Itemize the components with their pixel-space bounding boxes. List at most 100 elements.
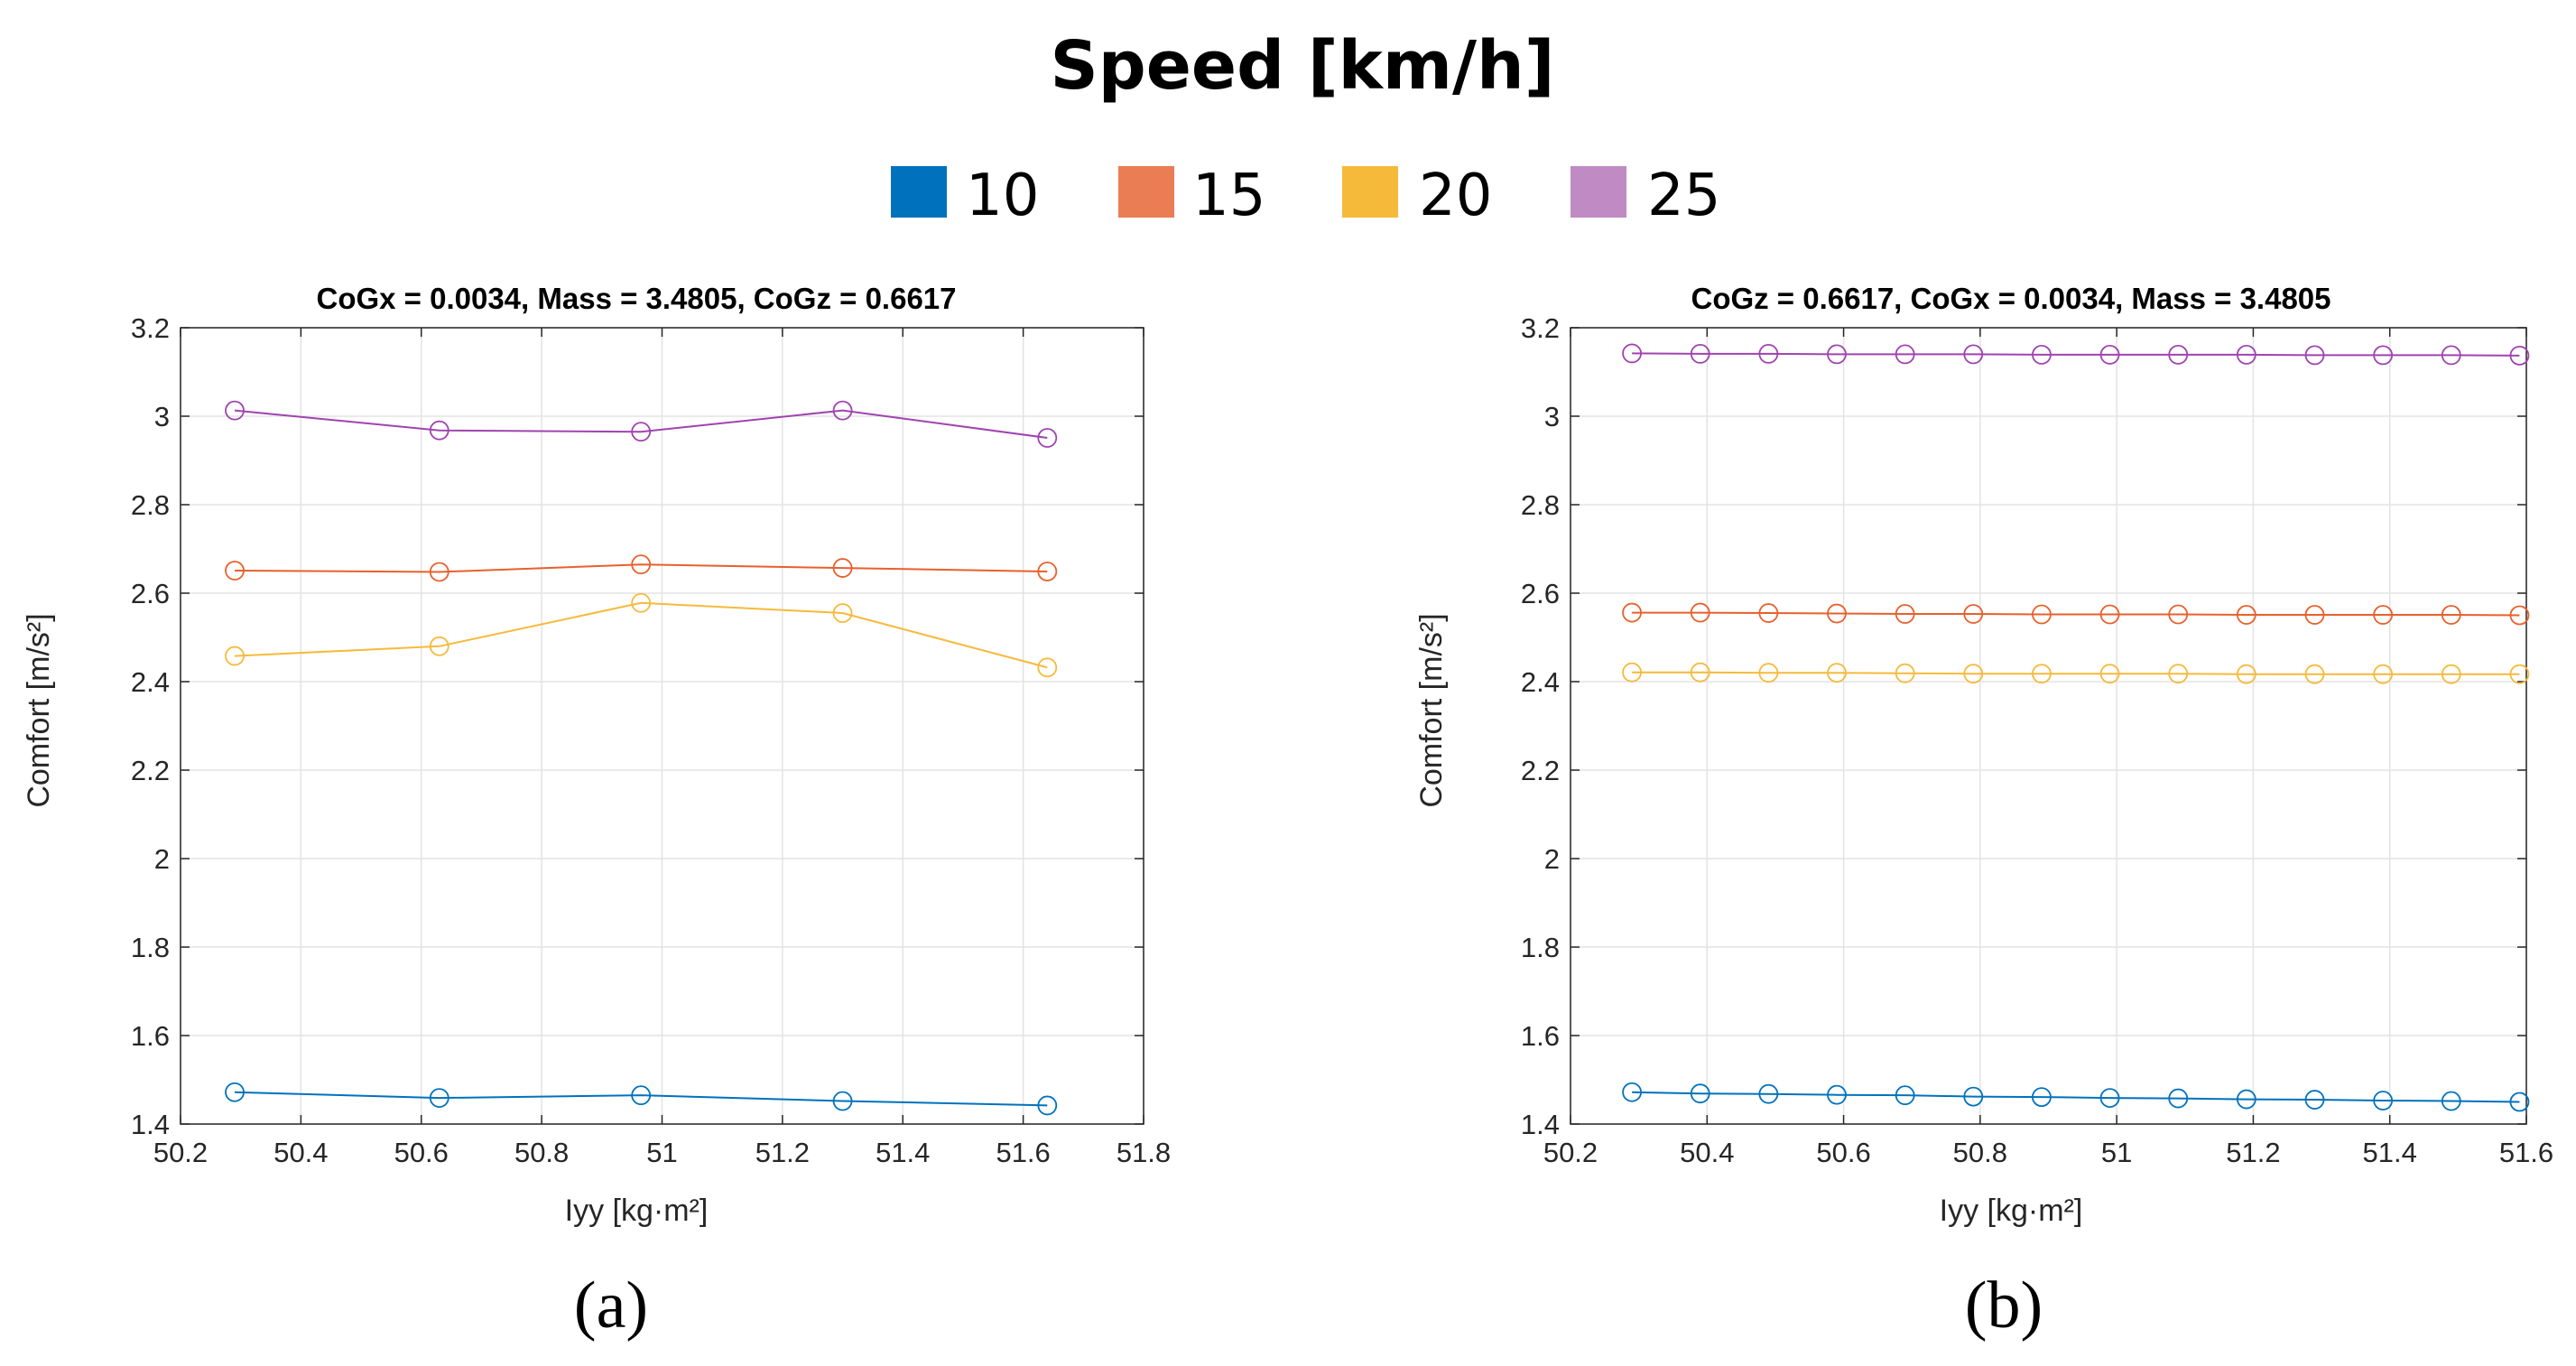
data-point-10-b — [2373, 1091, 2394, 1110]
data-point-20-b — [1963, 664, 1984, 684]
data-point-20-b — [2099, 664, 2120, 684]
y-tick-label-a: 2.4 — [131, 666, 170, 698]
data-point-25-b — [2168, 344, 2189, 365]
y-axis-label-a: Comfort [m/s²] — [22, 613, 56, 807]
data-point-15-a — [225, 561, 245, 581]
legend-label-25: 25 — [1647, 163, 1720, 229]
y-tick-label-b: 3.2 — [1521, 312, 1560, 344]
data-point-15-b — [2304, 605, 2325, 625]
data-point-25-b — [2441, 345, 2461, 366]
y-tick-label-a: 1.6 — [131, 1020, 170, 1052]
data-point-15-b — [1827, 603, 1847, 624]
data-point-20-b — [1895, 663, 1915, 683]
chart-panel-a: 50.2 50.4 50.6 50.8 51 51.2 51.4 51.6 51.8 1.4 1.6… — [22, 282, 1171, 1343]
data-point-25-a — [1037, 428, 1058, 448]
data-point-15-a — [631, 554, 652, 575]
y-tick-label-a: 2 — [154, 843, 170, 875]
x-tick-label-a: 51.4 — [876, 1137, 930, 1168]
data-point-25-b — [1622, 343, 1642, 364]
y-tick-label-b: 1.6 — [1521, 1020, 1560, 1052]
data-point-20-b — [2304, 664, 2325, 684]
data-point-10-a — [225, 1082, 245, 1102]
data-point-10-b — [1690, 1083, 1710, 1104]
x-tick-label-a: 50.6 — [394, 1137, 449, 1168]
data-point-25-b — [1963, 344, 1984, 365]
data-point-20-b — [1690, 662, 1710, 683]
data-point-10-b — [2236, 1089, 2256, 1110]
y-tick-label-b: 1.4 — [1521, 1109, 1560, 1140]
data-point-20-a — [225, 646, 245, 666]
y-tick-label-b: 2.6 — [1521, 578, 1560, 609]
x-tick-label-a: 50.4 — [273, 1137, 328, 1168]
data-point-10-b — [2032, 1087, 2052, 1108]
data-point-10-a — [631, 1085, 652, 1106]
chart-panel-b: 50.2 50.4 50.6 50.8 51 51.2 51.4 51.6 1.4 1.6 1.8 2… — [1414, 282, 2553, 1343]
x-tick-label-b: 50.8 — [1953, 1137, 2007, 1168]
data-point-15-b — [2168, 604, 2189, 625]
y-tick-label-b: 2.2 — [1521, 755, 1560, 786]
data-point-10-b — [1758, 1083, 1779, 1104]
x-tick-label-a: 50.2 — [153, 1137, 208, 1168]
x-tick-label-b: 50.4 — [1680, 1137, 1734, 1168]
data-point-15-b — [1690, 602, 1710, 623]
panel-label-b: (b) — [1965, 1268, 2043, 1343]
legend-swatch-15 — [1118, 166, 1174, 218]
data-point-20-b — [2441, 664, 2461, 684]
data-point-25-b — [1758, 344, 1779, 364]
data-point-20-b — [1827, 663, 1847, 683]
series-line-10-b — [1632, 1091, 2520, 1103]
data-point-15-a — [832, 558, 853, 578]
legend-label-20: 20 — [1419, 163, 1492, 229]
data-point-10-a — [832, 1091, 853, 1111]
y-tick-label-a: 1.8 — [131, 932, 170, 963]
x-tick-label-a: 51.2 — [755, 1137, 810, 1168]
x-tick-label-b: 51.6 — [2499, 1137, 2553, 1168]
data-point-10-b — [1827, 1084, 1847, 1105]
data-point-25-b — [1827, 344, 1847, 365]
data-point-15-b — [1895, 604, 1915, 624]
data-point-15-a — [429, 562, 449, 582]
data-point-10-b — [1963, 1086, 1984, 1107]
data-point-10-a — [429, 1088, 449, 1108]
y-tick-label-a: 2.6 — [131, 578, 170, 609]
legend-swatch-20 — [1342, 166, 1398, 218]
legend-entry-25: 25 — [1571, 163, 1720, 229]
data-point-25-a — [429, 420, 449, 441]
data-point-10-b — [1622, 1082, 1642, 1102]
x-tick-label-a: 50.8 — [514, 1137, 569, 1168]
x-tick-label-a: 51 — [646, 1137, 677, 1168]
data-point-25-b — [1690, 344, 1710, 364]
data-point-15-b — [1963, 604, 1984, 624]
legend-label-10: 10 — [966, 163, 1039, 229]
data-point-25-a — [631, 422, 652, 442]
data-point-25-b — [2099, 344, 2120, 365]
data-point-15-b — [2441, 605, 2461, 625]
data-point-20-b — [2168, 664, 2189, 684]
series-line-25-a — [234, 409, 1048, 439]
series-line-10-a — [234, 1091, 1048, 1107]
series-line-20-a — [234, 601, 1048, 669]
data-point-15-b — [1622, 602, 1642, 623]
x-tick-label-b: 51.2 — [2226, 1137, 2280, 1168]
y-tick-label-b: 1.8 — [1521, 932, 1560, 963]
data-point-20-a — [832, 603, 853, 623]
data-point-20-b — [2032, 664, 2052, 684]
data-point-25-b — [2304, 345, 2325, 366]
y-tick-label-b: 2.4 — [1521, 666, 1560, 698]
chart-title-a: CoGx = 0.0034, Mass = 3.4805, CoGz = 0.6… — [316, 282, 956, 315]
series-line-20-b — [1632, 671, 2520, 675]
legend-entry-10: 10 — [891, 163, 1039, 229]
data-point-15-b — [2099, 604, 2120, 625]
legend-entry-15: 15 — [1118, 163, 1265, 229]
data-point-25-b — [2373, 345, 2394, 366]
data-point-20-b — [2373, 664, 2394, 684]
series-line-15-b — [1632, 611, 2520, 617]
panel-label-a: (a) — [574, 1268, 648, 1343]
y-tick-label-a: 2.2 — [131, 755, 170, 786]
x-tick-label-b: 51.4 — [2363, 1137, 2417, 1168]
data-point-10-a — [1037, 1095, 1058, 1116]
y-tick-label-a: 3.2 — [131, 312, 170, 344]
data-point-10-b — [2509, 1092, 2530, 1112]
data-point-20-b — [2509, 664, 2530, 684]
data-point-15-b — [2032, 604, 2052, 625]
